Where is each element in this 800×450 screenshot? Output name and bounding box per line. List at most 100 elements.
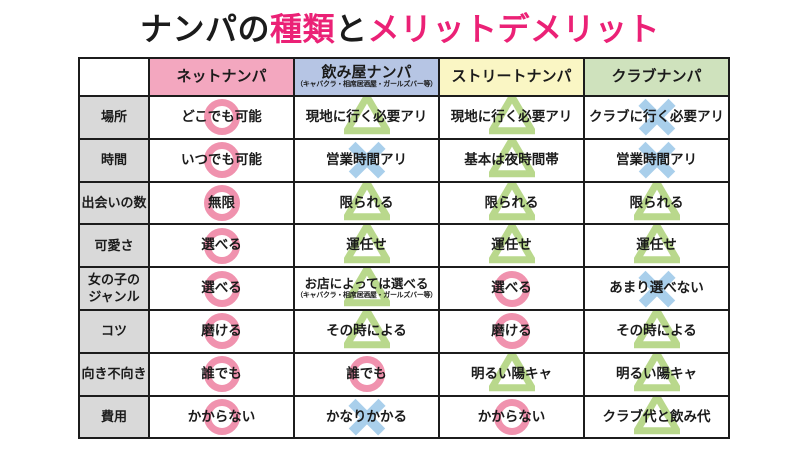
table-cell: クラブ代と飲み代 bbox=[583, 394, 730, 440]
cell-text: その時による bbox=[326, 322, 407, 338]
table-cell: 磨ける bbox=[148, 308, 295, 354]
table-cell: 現地に行く必要アリ bbox=[293, 95, 440, 140]
table-cell: 現地に行く必要アリ bbox=[438, 95, 585, 140]
corner-cell bbox=[78, 57, 150, 97]
table-row: 向き不向き 誰でも 誰でも 明るい陽キャ 明るい陽キャ bbox=[78, 351, 730, 397]
cell-text: 選べる bbox=[491, 280, 532, 296]
table-cell: 選べる bbox=[148, 266, 295, 311]
table-cell: 限られる bbox=[293, 180, 440, 226]
cell-text: 限られる bbox=[484, 194, 539, 210]
cell-text: 現地に行く必要アリ bbox=[450, 108, 573, 124]
cell-text: 運任せ bbox=[636, 237, 677, 253]
table-cell: 営業時間アリ bbox=[583, 137, 730, 183]
column-header-subtext: （キャバクラ・相席居酒屋・ガールズバー等） bbox=[296, 81, 437, 89]
table-cell: その時による bbox=[583, 308, 730, 354]
column-header-label: 飲み屋ナンパ bbox=[321, 64, 412, 82]
table-cell: かからない bbox=[438, 394, 585, 440]
comparison-table: ネットナンパ 飲み屋ナンパ （キャバクラ・相席居酒屋・ガールズバー等） ストリートナン… bbox=[78, 57, 730, 440]
table-cell: 運任せ bbox=[583, 223, 730, 269]
table-cell: 選べる bbox=[438, 266, 585, 311]
cell-text: かからない bbox=[187, 408, 256, 424]
cell-text: 磨ける bbox=[201, 322, 242, 338]
table-cell: 基本は夜時間帯 bbox=[438, 137, 585, 183]
cell-text: その時による bbox=[616, 322, 697, 338]
table-row: 可愛さ 選べる 運任せ 運任せ 運任せ bbox=[78, 223, 730, 269]
cell-text: 運任せ bbox=[491, 237, 532, 253]
cell-text: お店によっては選べる （キャバクラ・相席居酒屋・ガールズバー等） bbox=[296, 276, 437, 299]
row-label: 場所 bbox=[78, 95, 150, 140]
title-segment-1: 種類 bbox=[269, 11, 335, 47]
column-header-label: クラブナンパ bbox=[611, 68, 702, 86]
table-row: 女の子の ジャンル 選べる お店によっては選べる （キャバクラ・相席居酒屋・ガールズバ… bbox=[78, 266, 730, 311]
title-segment-0: ナンパの bbox=[139, 11, 270, 47]
table-cell: 明るい陽キャ bbox=[583, 351, 730, 397]
table-header-row: ネットナンパ 飲み屋ナンパ （キャバクラ・相席居酒屋・ガールズバー等） ストリートナン… bbox=[78, 57, 730, 97]
cell-text: 明るい陽キャ bbox=[471, 365, 552, 381]
row-label: 可愛さ bbox=[78, 223, 150, 269]
cell-text: いつでも可能 bbox=[181, 151, 262, 167]
cell-text: 無限 bbox=[208, 194, 235, 210]
table-cell: 選べる bbox=[148, 223, 295, 269]
column-header-1: 飲み屋ナンパ （キャバクラ・相席居酒屋・ガールズバー等） bbox=[293, 57, 440, 97]
table-cell: 誰でも bbox=[293, 351, 440, 397]
table-cell: 磨ける bbox=[438, 308, 585, 354]
table-cell: どこでも可能 bbox=[148, 95, 295, 140]
cell-text: かなりかかる bbox=[326, 408, 407, 424]
table-cell: クラブに行く必要アリ bbox=[583, 95, 730, 140]
cell-text: 営業時間アリ bbox=[326, 151, 407, 167]
table-cell: 明るい陽キャ bbox=[438, 351, 585, 397]
table-row: 時間 いつでも可能 営業時間アリ 基本は夜時間帯 営業時間アリ bbox=[78, 137, 730, 183]
column-header-0: ネットナンパ bbox=[148, 57, 295, 97]
cell-text: あまり選べない bbox=[609, 280, 704, 296]
cell-text: どこでも可能 bbox=[181, 108, 262, 124]
cell-text: 基本は夜時間帯 bbox=[464, 151, 559, 167]
cell-text: 運任せ bbox=[346, 237, 387, 253]
cell-text: 明るい陽キャ bbox=[616, 365, 697, 381]
title-segment-2: と bbox=[335, 11, 368, 47]
table-cell: 営業時間アリ bbox=[293, 137, 440, 183]
table-row: コツ 磨ける その時による 磨ける その時による bbox=[78, 308, 730, 354]
table-row: 出会いの数 無限 限られる 限られる 限られる bbox=[78, 180, 730, 226]
cell-text: 誰でも bbox=[201, 365, 242, 381]
row-label: 費用 bbox=[78, 394, 150, 440]
table-cell: あまり選べない bbox=[583, 266, 730, 311]
table-cell: 限られる bbox=[583, 180, 730, 226]
cell-text: 現地に行く必要アリ bbox=[305, 108, 428, 124]
table-cell: 限られる bbox=[438, 180, 585, 226]
table-cell: かからない bbox=[148, 394, 295, 440]
row-label: 時間 bbox=[78, 137, 150, 183]
table-cell: 運任せ bbox=[438, 223, 585, 269]
row-label: 出会いの数 bbox=[78, 180, 150, 226]
title-segment-3: メリットデメリット bbox=[367, 11, 661, 47]
row-label: コツ bbox=[78, 308, 150, 354]
cell-text: かからない bbox=[477, 408, 546, 424]
cell-text: 誰でも bbox=[346, 365, 387, 381]
table-cell: 運任せ bbox=[293, 223, 440, 269]
table-cell: かなりかかる bbox=[293, 394, 440, 440]
table-cell: 無限 bbox=[148, 180, 295, 226]
column-header-2: ストリートナンパ bbox=[438, 57, 585, 97]
cell-text: 磨ける bbox=[491, 322, 532, 338]
cell-text: 営業時間アリ bbox=[616, 151, 697, 167]
column-header-3: クラブナンパ bbox=[583, 57, 730, 97]
row-label: 女の子の ジャンル bbox=[78, 266, 150, 311]
cell-text: 限られる bbox=[629, 194, 684, 210]
cell-subtext: （キャバクラ・相席居酒屋・ガールズバー等） bbox=[296, 291, 437, 299]
header-row: ネットナンパ 飲み屋ナンパ （キャバクラ・相席居酒屋・ガールズバー等） ストリートナン… bbox=[78, 57, 730, 97]
table-cell: お店によっては選べる （キャバクラ・相席居酒屋・ガールズバー等） bbox=[293, 266, 440, 311]
table-cell: その時による bbox=[293, 308, 440, 354]
cell-text: クラブに行く必要アリ bbox=[589, 108, 724, 124]
cell-text: 限られる bbox=[339, 194, 394, 210]
table-body: 場所 どこでも可能 現地に行く必要アリ 現地に行く必要アリ クラブに行く必要アリ 時間 いつ… bbox=[78, 95, 730, 440]
table-row: 費用 かからない かなりかかる かからない クラブ代と飲み代 bbox=[78, 394, 730, 440]
column-header-label: ストリートナンパ bbox=[451, 68, 572, 86]
cell-text: 選べる bbox=[201, 237, 242, 253]
table-cell: 誰でも bbox=[148, 351, 295, 397]
cell-text: クラブ代と飲み代 bbox=[602, 408, 711, 424]
table-row: 場所 どこでも可能 現地に行く必要アリ 現地に行く必要アリ クラブに行く必要アリ bbox=[78, 95, 730, 140]
table-cell: いつでも可能 bbox=[148, 137, 295, 183]
page-title: ナンパの種類とメリットデメリット bbox=[0, 4, 800, 50]
row-label: 向き不向き bbox=[78, 351, 150, 397]
cell-text: 選べる bbox=[201, 280, 242, 296]
